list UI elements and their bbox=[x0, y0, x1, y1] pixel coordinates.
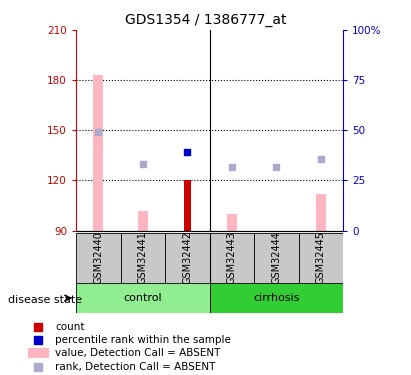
Text: GSM32441: GSM32441 bbox=[138, 231, 148, 284]
Bar bbox=[76, 232, 120, 283]
Bar bbox=[210, 232, 254, 283]
Text: count: count bbox=[55, 322, 84, 332]
Bar bbox=[316, 194, 326, 231]
Bar bbox=[210, 283, 343, 313]
Text: GSM32444: GSM32444 bbox=[271, 231, 282, 284]
Bar bbox=[93, 75, 103, 231]
Text: control: control bbox=[124, 293, 162, 303]
Bar bbox=[165, 232, 210, 283]
Text: value, Detection Call = ABSENT: value, Detection Call = ABSENT bbox=[55, 348, 220, 358]
Text: GSM32442: GSM32442 bbox=[182, 231, 192, 284]
Bar bbox=[76, 283, 210, 313]
Text: percentile rank within the sample: percentile rank within the sample bbox=[55, 335, 231, 345]
Bar bbox=[184, 180, 191, 231]
Bar bbox=[120, 232, 165, 283]
Bar bbox=[227, 214, 237, 231]
Text: GSM32445: GSM32445 bbox=[316, 231, 326, 284]
Text: disease state: disease state bbox=[8, 295, 82, 305]
Text: rank, Detection Call = ABSENT: rank, Detection Call = ABSENT bbox=[55, 362, 215, 372]
Bar bbox=[138, 211, 148, 231]
Bar bbox=[299, 232, 343, 283]
Bar bbox=[254, 232, 299, 283]
Text: GSM32443: GSM32443 bbox=[227, 231, 237, 284]
Text: GSM32440: GSM32440 bbox=[93, 231, 103, 284]
Text: GDS1354 / 1386777_at: GDS1354 / 1386777_at bbox=[125, 13, 286, 27]
Text: cirrhosis: cirrhosis bbox=[253, 293, 300, 303]
Bar bbox=[28, 348, 49, 358]
